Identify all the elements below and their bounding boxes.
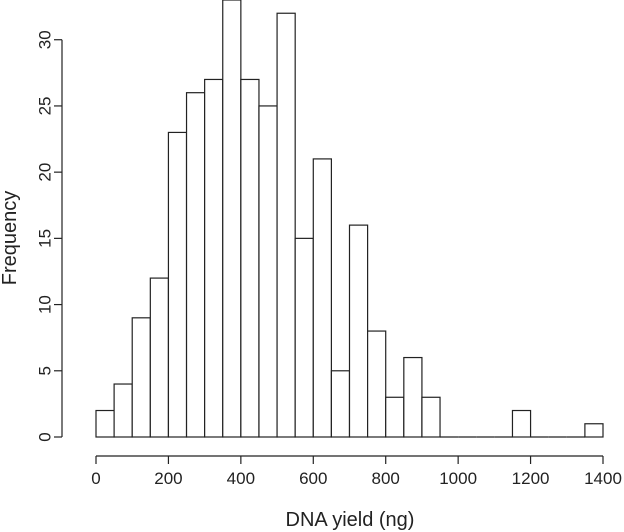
histogram-bar — [185, 92, 206, 438]
y-tick-label: 25 — [36, 96, 55, 115]
histogram-bar — [421, 396, 441, 438]
histogram-bar — [167, 131, 188, 438]
histogram-bar — [204, 78, 224, 438]
histogram-bar — [367, 330, 387, 438]
y-axis: 0 5 10 15 20 25 30 — [36, 30, 63, 442]
x-tick-label: 400 — [227, 469, 255, 488]
x-axis: 0 200 400 600 800 1000 1200 1400 — [91, 455, 622, 488]
x-tick-label: 600 — [299, 469, 327, 488]
histogram-bar — [222, 0, 242, 438]
histogram-bar — [113, 383, 133, 438]
y-axis-title: Frequency — [0, 191, 21, 286]
x-tick-label: 800 — [372, 469, 400, 488]
histogram-bar — [312, 158, 332, 438]
histogram-bar — [348, 224, 369, 438]
x-tick-label: 0 — [91, 469, 100, 488]
histogram-bar — [330, 370, 351, 438]
y-tick-label: 15 — [36, 229, 55, 248]
y-tick-label: 20 — [36, 163, 55, 182]
histogram-bar — [294, 237, 314, 438]
histogram-bars — [95, 0, 604, 438]
histogram-bar — [95, 409, 115, 438]
histogram-bar — [511, 409, 532, 438]
x-tick-label: 1000 — [439, 469, 477, 488]
histogram-bar — [385, 396, 405, 438]
histogram-bar — [240, 78, 260, 438]
histogram-bar — [149, 277, 170, 438]
y-tick-label: 0 — [36, 432, 55, 441]
histogram-bar — [131, 317, 151, 438]
y-tick-label: 5 — [36, 366, 55, 375]
histogram-bar — [584, 423, 604, 438]
histogram-bar — [276, 12, 296, 438]
histogram-bar — [258, 105, 278, 438]
x-axis-title: DNA yield (ng) — [286, 509, 415, 531]
x-tick-label: 1400 — [584, 469, 622, 488]
y-tick-label: 10 — [36, 295, 55, 314]
x-tick-label: 1200 — [512, 469, 550, 488]
histogram-bar — [403, 356, 423, 438]
x-tick-label: 200 — [154, 469, 182, 488]
y-tick-label: 30 — [36, 30, 55, 49]
